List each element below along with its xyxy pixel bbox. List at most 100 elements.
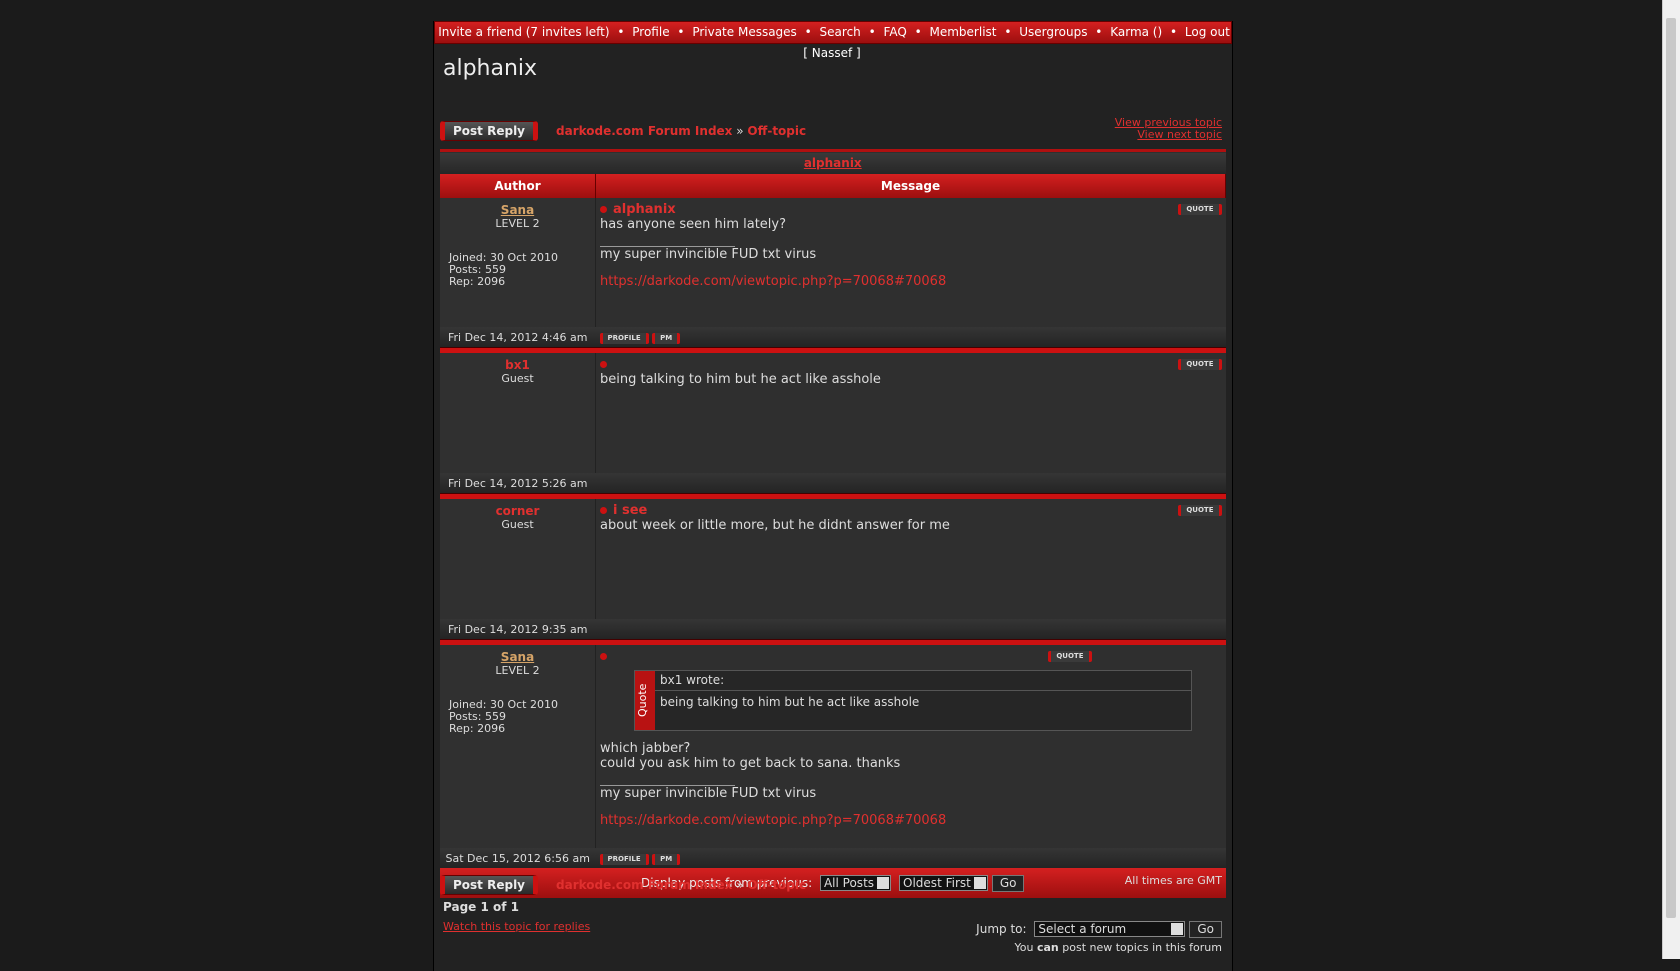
breadcrumb: darkode.com Forum Index » Off-topic bbox=[556, 124, 806, 138]
author-name[interactable]: corner bbox=[495, 504, 540, 518]
nav-sep: • bbox=[1170, 25, 1178, 39]
next-topic-link[interactable]: View next topic bbox=[1137, 128, 1222, 141]
profile-button[interactable]: PROFILE bbox=[599, 854, 649, 865]
page-count: Page 1 of 1 bbox=[443, 900, 519, 914]
post-reply-button[interactable]: Post Reply bbox=[440, 875, 538, 895]
nav-link[interactable]: Search bbox=[819, 25, 861, 39]
post-date: Fri Dec 14, 2012 5:26 am bbox=[440, 473, 596, 494]
display-label: Display posts from previous: bbox=[641, 875, 813, 890]
profile-button[interactable]: PROFILE bbox=[599, 333, 649, 344]
crumb[interactable]: Off-topic bbox=[747, 878, 807, 892]
author-stats: Joined: 30 Oct 2010 Posts: 559 Rep: 2096 bbox=[440, 252, 595, 288]
nav-link[interactable]: Log out [ Nassef ] bbox=[803, 25, 1230, 60]
jump-select[interactable]: Select a forum bbox=[1034, 921, 1186, 937]
signature-link[interactable]: https://darkode.com/viewtopic.php?p=7006… bbox=[600, 274, 947, 289]
undefined bbox=[440, 493, 1226, 499]
quote-label: Quote bbox=[635, 671, 655, 730]
nav-link[interactable]: FAQ bbox=[883, 25, 907, 39]
author-rank: Guest bbox=[501, 372, 534, 385]
crumb[interactable]: darkode.com Forum Index bbox=[556, 878, 733, 892]
top-actions: Post Reply darkode.com Forum Index » Off… bbox=[440, 121, 1226, 141]
breadcrumb: darkode.com Forum Index » Off-topic bbox=[556, 878, 806, 892]
top-nav: Invite a friend (7 invites left) • Profi… bbox=[434, 21, 1232, 60]
nav-link[interactable]: Usergroups bbox=[1019, 25, 1088, 39]
post-buttons: PROFILE PM bbox=[595, 327, 1226, 348]
bottom-actions: Post Reply darkode.com Forum Index » Off-… bbox=[440, 875, 1226, 895]
post-subject bbox=[600, 357, 1222, 372]
prev-topic-link[interactable]: View previous topic bbox=[1114, 116, 1222, 129]
author-name[interactable]: Sana bbox=[500, 203, 535, 217]
nav-sep: • bbox=[1095, 25, 1103, 39]
subject-text: alphanix bbox=[613, 202, 676, 217]
nav-sep: • bbox=[804, 25, 812, 39]
post-row: corner Guest QUOTE i see about week or littl… bbox=[440, 499, 1226, 619]
subject-text: i see bbox=[613, 503, 648, 518]
author-name[interactable]: Sana bbox=[500, 650, 535, 664]
author-name[interactable]: bx1 bbox=[505, 358, 530, 372]
post-row: Sana LEVEL 2 Joined: 30 Oct 2010 Posts: 559… bbox=[440, 645, 1226, 848]
nav-link[interactable]: Private Messages bbox=[692, 25, 797, 39]
author-rank: LEVEL 2 bbox=[495, 664, 540, 677]
post-body-line: has anyone seen him lately? bbox=[600, 217, 786, 232]
quote-button[interactable]: QUOTE bbox=[1178, 359, 1222, 370]
nav-sep: • bbox=[617, 25, 625, 39]
signature-text: my super invincible FUD txt virus bbox=[600, 247, 817, 262]
nav-link[interactable]: Profile bbox=[632, 25, 670, 39]
order-select[interactable]: Oldest First bbox=[899, 874, 988, 891]
posts-table: alphanix Author Message Sana LEVEL 2 Joined… bbox=[440, 149, 1226, 898]
stat-joined: Joined: 30 Oct 2010 bbox=[449, 251, 558, 264]
go-button[interactable]: Go bbox=[991, 874, 1025, 892]
permissions: You can post new topics in this forum bbox=[1015, 941, 1223, 954]
post-body-line: about week or little more, but he didnt … bbox=[600, 518, 950, 533]
signature-link[interactable]: https://darkode.com/viewtopic.php?p=7006… bbox=[600, 813, 947, 828]
header-message: Message bbox=[595, 174, 1226, 198]
quote-button[interactable]: QUOTE bbox=[1048, 651, 1092, 662]
signature-text: my super invincible FUD txt virus bbox=[600, 786, 817, 801]
crumb-sep: » bbox=[736, 878, 744, 892]
nav-sep: • bbox=[677, 25, 685, 39]
post-buttons bbox=[595, 473, 1226, 494]
watch-link[interactable]: Watch this topic for replies bbox=[443, 920, 591, 933]
stat-post-count: Posts: 559 bbox=[449, 710, 506, 723]
signature-rule bbox=[600, 785, 735, 786]
jump-go-button[interactable]: Go bbox=[1189, 921, 1222, 938]
stat-post-count: Posts: 559 bbox=[449, 263, 506, 276]
message-cell: QUOTE Quote bx1 wrote: being talking to him… bbox=[595, 645, 1226, 848]
quote-block: Quote bx1 wrote: being talking to him but … bbox=[634, 670, 1192, 731]
display-bar: Display posts from previous: All Posts Ol… bbox=[440, 868, 1226, 898]
permission-text: post new topics in this forum bbox=[1062, 941, 1222, 954]
post-body-line: could you ask him to get back to sana. t… bbox=[600, 756, 901, 771]
nav-link[interactable]: Memberlist bbox=[929, 25, 997, 39]
permission-text: can bbox=[1036, 941, 1059, 954]
quote-button[interactable]: QUOTE bbox=[1178, 204, 1222, 215]
stat-rep: Rep: 2096 bbox=[449, 722, 506, 735]
author-cell: bx1 Guest bbox=[440, 353, 596, 473]
author-cell: Sana LEVEL 2 Joined: 30 Oct 2010 Posts: 559… bbox=[440, 198, 596, 327]
post-date: Fri Dec 14, 2012 9:35 am bbox=[440, 619, 596, 640]
post-subject: i see bbox=[600, 503, 1222, 518]
quote-text: being talking to him but he act like ass… bbox=[660, 695, 920, 709]
post-buttons bbox=[595, 619, 1226, 640]
post-subject bbox=[600, 649, 1222, 664]
crumb[interactable]: Off-topic bbox=[747, 124, 807, 138]
quote-button[interactable]: QUOTE bbox=[1178, 505, 1222, 516]
post-row: Sana LEVEL 2 Joined: 30 Oct 2010 Posts: 559… bbox=[440, 198, 1226, 327]
pm-button[interactable]: PM bbox=[652, 854, 681, 865]
post-icon bbox=[600, 206, 607, 213]
jump-to: Jump to: Select a forum Go bbox=[976, 921, 1222, 938]
table-title[interactable]: alphanix bbox=[803, 156, 862, 170]
message-cell: QUOTE alphanix has anyone seen him lately?… bbox=[595, 198, 1226, 327]
post-reply-button[interactable]: Post Reply bbox=[440, 121, 538, 141]
date-row: Fri Dec 14, 2012 9:35 am bbox=[440, 619, 1226, 640]
crumb[interactable]: darkode.com Forum Index bbox=[556, 124, 733, 138]
post-body-line: being talking to him but he act like ass… bbox=[600, 372, 881, 387]
pm-button[interactable]: PM bbox=[652, 333, 681, 344]
nav-link[interactable]: Karma () bbox=[1110, 25, 1163, 39]
date-row: Fri Dec 14, 2012 4:46 am PROFILE PM bbox=[440, 327, 1226, 348]
post-buttons: PROFILE PM bbox=[595, 848, 1226, 868]
posts-select[interactable]: All Posts bbox=[819, 874, 892, 891]
nav-link[interactable]: Invite a friend (7 invites left) bbox=[438, 25, 610, 39]
scroll-thumb[interactable] bbox=[1666, 18, 1676, 918]
undefined: Display posts from previous: All Posts Ol… bbox=[440, 868, 1226, 898]
scrollbar[interactable] bbox=[1662, 0, 1680, 959]
